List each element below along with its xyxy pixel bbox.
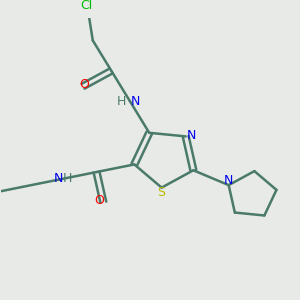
Text: N: N <box>224 174 233 188</box>
Text: H: H <box>62 172 72 185</box>
Text: N: N <box>53 172 63 185</box>
Text: O: O <box>80 78 89 92</box>
Text: N: N <box>186 128 196 142</box>
Text: H: H <box>117 95 126 108</box>
Text: Cl: Cl <box>80 0 93 12</box>
Text: O: O <box>94 194 104 207</box>
Text: S: S <box>158 186 166 199</box>
Text: N: N <box>130 95 140 108</box>
